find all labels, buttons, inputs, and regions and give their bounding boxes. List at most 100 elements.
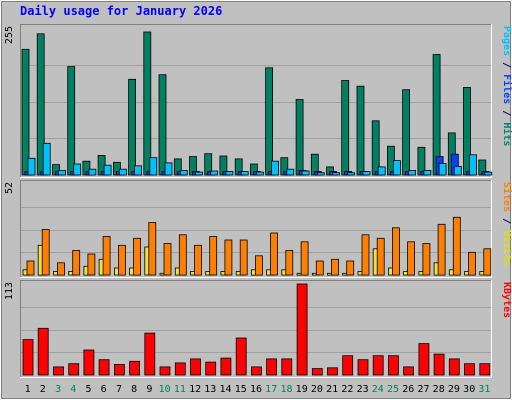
x-tick-label-day-15: 15 — [235, 384, 247, 395]
bar-pages-day-10 — [164, 162, 173, 176]
bar-sites-day-11 — [178, 234, 187, 276]
x-tick-label-day-23: 23 — [357, 384, 369, 395]
x-tick-label-day-20: 20 — [311, 384, 323, 395]
x-tick-label-day-10: 10 — [159, 384, 171, 395]
bar-pages-day-2 — [42, 142, 51, 176]
bar-kbytes-day-16 — [250, 366, 262, 376]
bar-pages-day-22 — [347, 172, 356, 176]
bar-hits-day-9 — [143, 31, 152, 176]
bar-hits-day-10 — [158, 74, 167, 176]
x-tick-label-day-6: 6 — [101, 384, 107, 395]
bar-pages-day-16 — [255, 171, 264, 176]
bar-sites-day-9 — [148, 222, 157, 276]
bar-pages-day-30 — [469, 154, 477, 176]
bar-sites-day-16 — [254, 255, 263, 276]
bar-pages-day-28 — [438, 163, 447, 176]
bar-kbytes-day-20 — [311, 368, 323, 376]
x-tick-label-day-30: 30 — [463, 384, 475, 395]
x-tick-label-day-13: 13 — [204, 384, 216, 395]
x-tick-label-day-27: 27 — [417, 384, 429, 395]
legend-panel-2: Sites / Visits — [501, 182, 512, 266]
bar-kbytes-day-13 — [205, 361, 217, 376]
x-tick-label-day-2: 2 — [40, 384, 46, 395]
bar-kbytes-day-25 — [387, 355, 399, 376]
bar-pages-day-3 — [58, 169, 66, 176]
bar-kbytes-day-28 — [433, 353, 445, 376]
bar-kbytes-day-18 — [281, 358, 293, 376]
bar-kbytes-day-17 — [266, 358, 278, 376]
bar-pages-day-7 — [119, 168, 127, 176]
x-tick-label-day-9: 9 — [146, 384, 152, 395]
bar-pages-day-29 — [453, 165, 462, 176]
bar-sites-day-21 — [331, 258, 339, 276]
x-tick-label-day-12: 12 — [189, 384, 201, 395]
bar-kbytes-day-31 — [479, 363, 491, 376]
bar-pages-day-27 — [423, 169, 432, 176]
legend-panel-3: KBytes — [501, 282, 512, 318]
y-max-label-panel-1: 255 — [4, 26, 15, 44]
bar-pages-day-26 — [408, 169, 417, 176]
bar-sites-day-17 — [270, 232, 279, 276]
bar-hits-day-8 — [128, 78, 137, 176]
bar-sites-day-12 — [194, 244, 202, 276]
bar-sites-day-22 — [346, 260, 355, 276]
bar-kbytes-day-24 — [372, 355, 384, 376]
bar-pages-day-8 — [134, 165, 143, 176]
panel-3 — [20, 280, 492, 378]
panel-1 — [20, 24, 492, 178]
legend-segment: / — [501, 104, 512, 122]
bar-sites-day-7 — [118, 244, 126, 276]
bar-pages-day-11 — [179, 169, 188, 176]
legend-segment: Sites — [501, 182, 512, 212]
bar-sites-day-24 — [376, 237, 385, 276]
bar-sites-day-26 — [407, 241, 416, 276]
bar-sites-day-25 — [391, 227, 400, 276]
legend-segment: Files — [501, 74, 512, 104]
x-tick-label-day-14: 14 — [219, 384, 231, 395]
bar-kbytes-day-6 — [98, 359, 110, 376]
x-tick-label-day-17: 17 — [265, 384, 277, 395]
bar-sites-day-3 — [57, 262, 65, 276]
bar-kbytes-day-10 — [159, 366, 171, 376]
bar-pages-day-24 — [377, 166, 386, 176]
bar-kbytes-day-5 — [83, 349, 95, 376]
x-tick-label-day-21: 21 — [326, 384, 338, 395]
x-tick-label-day-5: 5 — [85, 384, 91, 395]
x-tick-label-day-26: 26 — [402, 384, 414, 395]
legend-segment: Hits — [501, 122, 512, 146]
bar-pages-day-4 — [73, 163, 82, 176]
bar-kbytes-day-12 — [190, 358, 201, 376]
legend-segment: Visits — [501, 230, 512, 266]
bar-kbytes-day-3 — [53, 366, 64, 376]
bar-pages-day-19 — [301, 170, 310, 176]
bar-hits-day-23 — [356, 85, 365, 176]
x-tick-label-day-7: 7 — [116, 384, 122, 395]
bar-kbytes-day-29 — [448, 358, 460, 376]
bar-hits-day-26 — [402, 89, 411, 176]
bar-sites-day-18 — [285, 250, 294, 276]
bar-kbytes-day-21 — [327, 367, 338, 376]
bar-pages-day-20 — [316, 172, 325, 176]
bar-kbytes-day-11 — [174, 362, 186, 376]
bar-kbytes-day-23 — [357, 359, 369, 376]
bar-kbytes-day-19 — [296, 283, 308, 376]
x-tick-label-day-11: 11 — [174, 384, 186, 395]
bar-sites-day-6 — [102, 236, 111, 276]
bar-pages-day-1 — [27, 157, 36, 176]
x-tick-label-day-1: 1 — [25, 384, 31, 395]
bar-kbytes-day-26 — [403, 366, 415, 376]
bar-sites-day-14 — [224, 239, 233, 276]
x-tick-label-day-24: 24 — [372, 384, 384, 395]
bar-pages-day-15 — [240, 171, 249, 176]
x-tick-label-day-29: 29 — [448, 384, 460, 395]
bar-sites-day-4 — [72, 250, 81, 276]
x-tick-label-day-18: 18 — [280, 384, 292, 395]
bar-sites-day-28 — [437, 223, 446, 276]
x-tick-label-day-4: 4 — [70, 384, 76, 395]
bar-sites-day-20 — [315, 260, 324, 276]
bar-kbytes-day-4 — [68, 363, 80, 376]
x-tick-label-day-25: 25 — [387, 384, 399, 395]
x-tick-label-day-3: 3 — [55, 384, 61, 395]
